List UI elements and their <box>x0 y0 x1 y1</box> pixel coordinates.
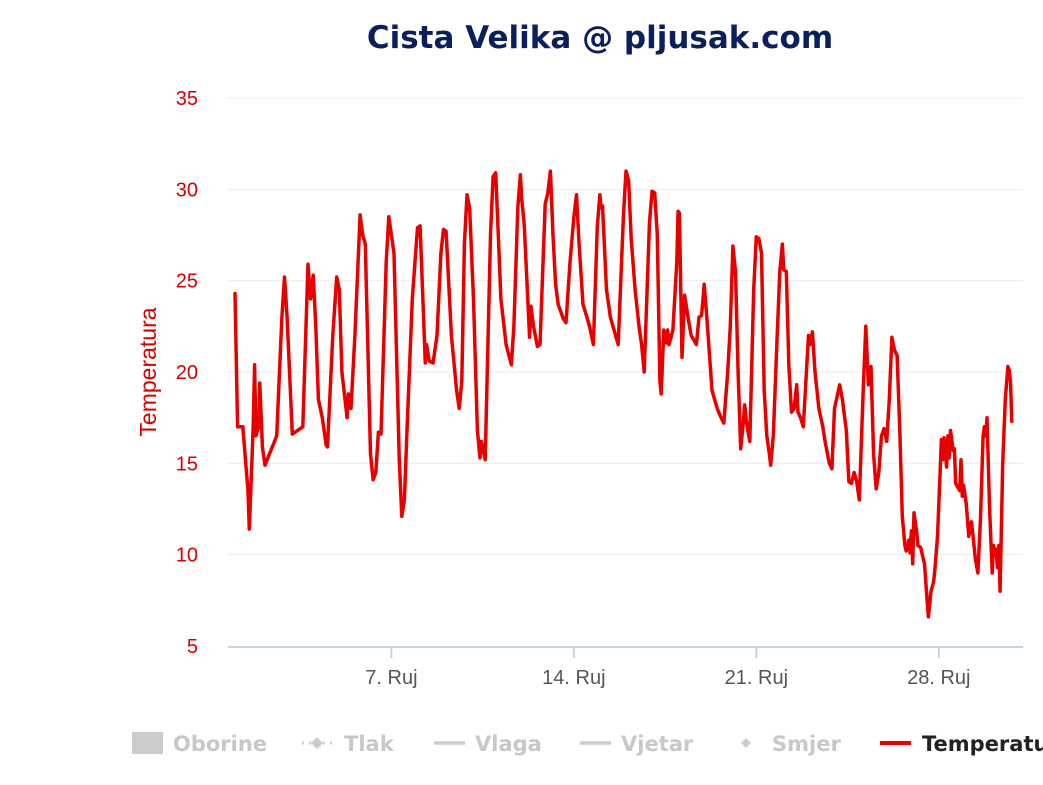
y-tick-label: 10 <box>176 545 198 567</box>
y-tick-label: 25 <box>176 271 198 293</box>
legend-item-tlak[interactable]: Tlak <box>302 732 395 756</box>
legend-label: Smjer <box>772 732 841 756</box>
y-tick-label: 20 <box>176 362 198 384</box>
legend-item-vjetar[interactable]: Vjetar <box>580 732 694 756</box>
grid-lines <box>228 97 1023 556</box>
legend-area-symbol <box>132 732 163 754</box>
legend-label: Temperatu <box>922 732 1043 756</box>
legend-diamond-symbol <box>741 738 751 748</box>
chart-title: Cista Velika @ pljusak.com <box>367 20 833 56</box>
legend-diamond-symbol <box>311 737 323 749</box>
legend-item-smjer[interactable]: Smjer <box>741 732 841 756</box>
legend-item-oborine[interactable]: Oborine <box>132 732 267 756</box>
legend-item-vlaga[interactable]: Vlaga <box>434 732 542 756</box>
y-axis-ticks: 5 10 15 20 25 30 35 <box>176 88 198 658</box>
x-tick-label: 7. Ruj <box>365 667 417 689</box>
temperature-line <box>233 169 1014 619</box>
y-tick-label: 5 <box>187 636 198 658</box>
legend-label: Vjetar <box>621 732 694 756</box>
legend-label: Tlak <box>344 732 395 756</box>
x-tick-label: 28. Ruj <box>907 667 970 689</box>
y-tick-label: 30 <box>176 179 198 201</box>
x-tick-label: 21. Ruj <box>725 667 788 689</box>
legend-item-temperatu[interactable]: Temperatu <box>880 732 1043 756</box>
series-layer <box>233 169 1014 619</box>
y-axis-label: Temperatura <box>135 307 161 436</box>
x-tick-label: 14. Ruj <box>542 667 605 689</box>
legend-label: Oborine <box>173 732 267 756</box>
legend: Oborine Tlak Vlaga Vjetar Smjer Temperatu <box>132 732 1043 756</box>
y-tick-label: 35 <box>176 88 198 110</box>
y-tick-label: 15 <box>176 453 198 475</box>
x-axis-ticks: 7. Ruj 14. Ruj 21. Ruj 28. Ruj <box>365 647 970 689</box>
legend-label: Vlaga <box>475 732 542 756</box>
